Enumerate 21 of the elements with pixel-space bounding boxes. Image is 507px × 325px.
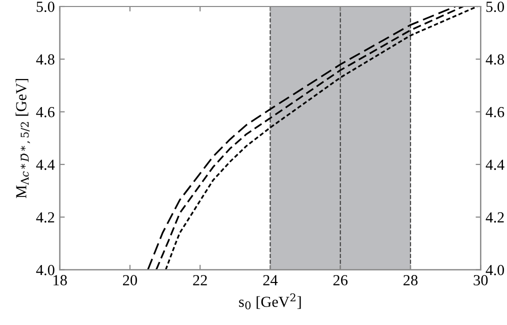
x-tick-label: 28 — [404, 275, 418, 286]
y-tick-label: 4.8 — [36, 54, 54, 65]
y-tick-label: 5.0 — [36, 2, 54, 12]
y2-tick-label: 4.8 — [486, 54, 504, 65]
y-tick-label: 4.2 — [36, 212, 54, 223]
x-tick-label: 18 — [54, 275, 67, 286]
y2-tick-label: 4.6 — [486, 106, 504, 118]
y2-tick-label: 5.0 — [486, 2, 504, 12]
x-axis-title: s$_{0}$ [GeV$^{2}$] — [239, 293, 301, 310]
y2-tick-label: 4.2 — [486, 212, 504, 223]
x-tick-label: 22 — [193, 275, 207, 286]
x-tick-label: 30 — [474, 275, 488, 286]
y-tick-label: 4.6 — [36, 106, 55, 118]
x-tick-label: 26 — [333, 275, 348, 286]
y-tick-label: 4.0 — [36, 264, 54, 276]
y2-tick-label: 4.4 — [486, 160, 504, 170]
x-tick-label: 20 — [122, 275, 138, 286]
y-tick-label: 4.4 — [36, 160, 55, 170]
y2-tick-label: 4.0 — [486, 264, 504, 276]
x-tick-label: 24 — [263, 275, 278, 286]
y-axis-title: M$_{Λc*D̄*,5/2}$ [GeV] — [16, 78, 30, 198]
